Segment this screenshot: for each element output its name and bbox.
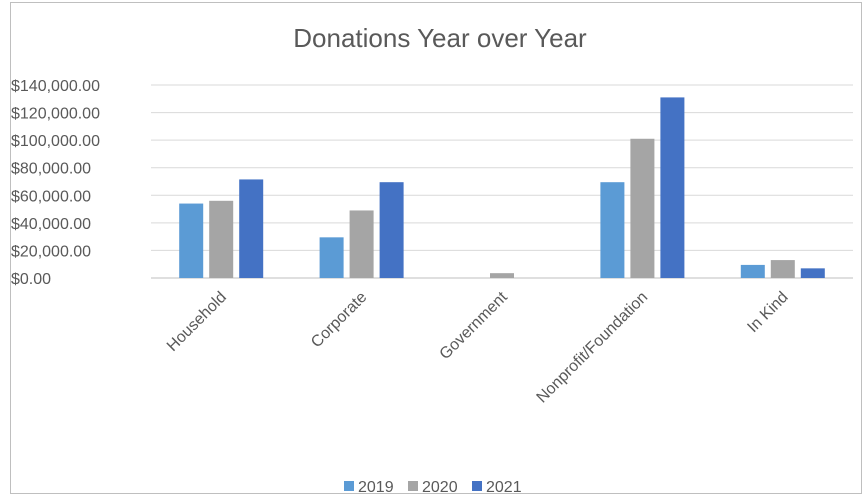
bar-2019-corporate <box>319 237 344 278</box>
y-tick-label: $140,000.00 <box>11 78 100 95</box>
x-category-label: Nonprofit/Foundation <box>534 289 652 407</box>
y-tick-label: $20,000.00 <box>11 243 91 260</box>
x-axis-category-labels: Household Corporate Government Nonprofit/Fo… <box>164 288 792 406</box>
y-tick-label: $120,000.00 <box>11 106 100 123</box>
y-tick-label: $100,000.00 <box>11 133 100 150</box>
y-axis-tick-labels: $0.00 $20,000.00 $40,000.00 $60,000.00 $80,0… <box>11 78 100 288</box>
legend-swatch-2019 <box>344 481 354 491</box>
chart-area: Donations Year over Year $0.00 $20,000.00… <box>10 2 862 494</box>
bar-2020-in-kind <box>770 260 795 278</box>
y-tick-label: $80,000.00 <box>11 161 91 178</box>
x-category-label: Household <box>164 289 230 355</box>
legend-label-2020: 2020 <box>422 479 458 493</box>
chart-title: Donations Year over Year <box>293 23 587 53</box>
bar-2021-corporate <box>379 182 404 278</box>
x-category-label: Corporate <box>308 289 370 351</box>
bar-chart: Donations Year over Year $0.00 $20,000.00… <box>11 23 853 493</box>
legend: 2019 2020 2021 <box>344 479 522 493</box>
bar-2020-household <box>209 200 234 278</box>
bar-2021-household <box>239 179 264 278</box>
bar-2021-in-kind <box>800 268 825 278</box>
bar-2019-in-kind <box>740 264 765 278</box>
legend-swatch-2021 <box>472 481 482 491</box>
bar-2020-government <box>490 273 514 278</box>
bar-2020-corporate <box>349 210 374 278</box>
y-tick-label: $40,000.00 <box>11 216 91 233</box>
y-tick-label: $0.00 <box>11 271 51 288</box>
y-tick-label: $60,000.00 <box>11 188 91 205</box>
x-category-label: Government <box>437 288 512 363</box>
gridlines <box>151 84 853 279</box>
bar-2019-nonprofit-foundation <box>600 182 625 278</box>
bar-2020-nonprofit-foundation <box>630 138 655 278</box>
legend-label-2021: 2021 <box>486 479 522 493</box>
bar-2021-nonprofit-foundation <box>660 97 685 279</box>
legend-label-2019: 2019 <box>358 479 394 493</box>
bar-2019-household <box>179 203 204 278</box>
x-category-label: In Kind <box>744 289 791 336</box>
bars <box>179 97 825 279</box>
legend-swatch-2020 <box>408 481 418 491</box>
